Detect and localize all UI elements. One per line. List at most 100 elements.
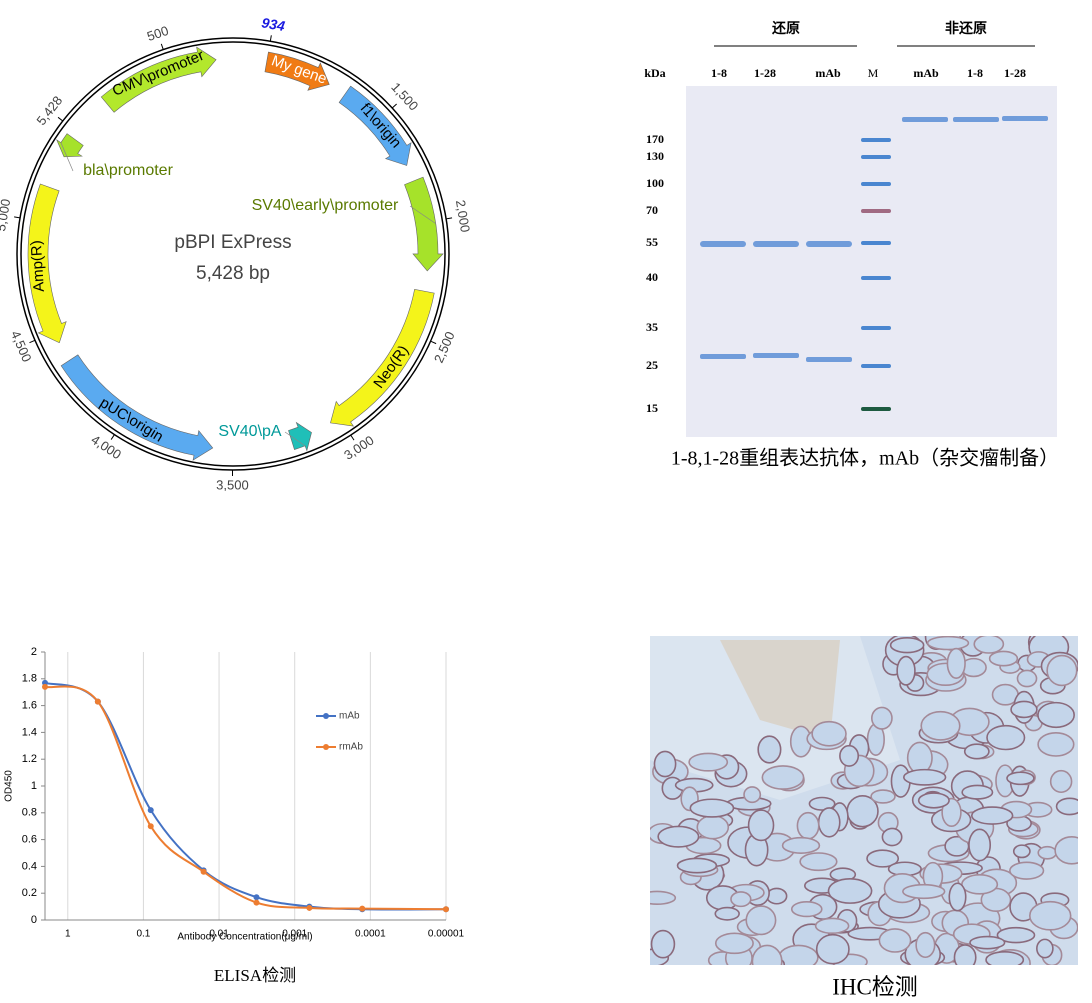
- plasmid-ring: [16, 37, 450, 471]
- plasmid-tick-label: 5,000: [0, 198, 13, 233]
- ihc-cell: [1037, 731, 1075, 757]
- plasmid-tick-label: 4,500: [8, 328, 35, 364]
- gel-image: [686, 86, 1057, 437]
- lane-label: 1-8: [711, 66, 727, 80]
- y-tick-label: 1.2: [22, 753, 37, 765]
- ihc-cell: [696, 814, 730, 840]
- gel-group-label: 非还原: [945, 20, 987, 37]
- gel-bands: [700, 116, 1048, 362]
- ladder-label: 130: [646, 149, 664, 163]
- data-point: [306, 904, 313, 911]
- ihc-cell: [751, 944, 783, 965]
- ladder-band: [861, 364, 891, 368]
- plasmid-feature: [338, 85, 412, 166]
- gel-unit: kDa: [644, 66, 665, 80]
- ihc-cell: [1054, 836, 1078, 865]
- ladder-band: [861, 326, 891, 330]
- data-point: [253, 899, 260, 906]
- ihc-cell: [902, 883, 946, 900]
- legend-marker: [323, 713, 329, 719]
- plasmid-tick: [391, 103, 397, 109]
- ihc-cell: [917, 792, 950, 809]
- legend-marker: [323, 744, 329, 750]
- ihc-cell: [1028, 900, 1072, 931]
- ihc-cell: [761, 765, 805, 790]
- feature-label: f1\origin: [357, 100, 405, 151]
- plasmid-tick: [430, 340, 437, 345]
- ihc-cell: [745, 905, 777, 936]
- plasmid-tick: [14, 216, 21, 219]
- plasmid-tick-label: 934: [260, 14, 286, 34]
- series-line: [44, 681, 447, 911]
- x-tick-label: 1: [65, 929, 71, 940]
- ihc-cell: [961, 784, 994, 800]
- feature-label: Amp(R): [28, 240, 48, 293]
- ihc-cell: [790, 900, 823, 918]
- gel-group-label: 还原: [771, 20, 800, 37]
- plasmid-ring: [20, 41, 446, 467]
- plasmid-tick-label: 2,000: [453, 199, 473, 234]
- plasmid-tick: [29, 339, 36, 344]
- legend-label: mAb: [339, 711, 360, 722]
- ihc-cell: [878, 928, 912, 953]
- ladder-label: 15: [646, 401, 658, 415]
- ihc-cell: [902, 768, 947, 786]
- data-point: [200, 868, 207, 875]
- ihc-cell: [1016, 669, 1038, 688]
- ladder-label: 170: [646, 132, 664, 146]
- ihc-cell: [676, 857, 718, 874]
- ihc-cell: [796, 811, 820, 840]
- plasmid-feature: [100, 46, 217, 113]
- y-tick-label: 2: [31, 646, 37, 658]
- chart-caption: ELISA检测: [214, 966, 296, 985]
- ihc-cell: [714, 906, 740, 921]
- y-tick-label: 0: [31, 914, 37, 926]
- feature-label: SV40\early\promoter: [252, 197, 399, 214]
- lane-label: mAb: [913, 66, 939, 80]
- ihc-cell: [650, 929, 676, 959]
- plasmid-tick: [57, 116, 64, 122]
- y-tick-label: 0.2: [22, 887, 37, 899]
- data-point: [443, 906, 449, 913]
- ihc-cell: [973, 636, 1005, 654]
- plasmid-tick: [446, 217, 453, 220]
- ladder-label: 100: [646, 176, 664, 190]
- ihc-cell: [968, 828, 992, 862]
- ihc-cell: [963, 743, 990, 760]
- plasmid-feature: [264, 51, 330, 91]
- ihc-cell: [941, 797, 962, 827]
- ihc-cell: [986, 724, 1026, 751]
- y-tick-label: 0.4: [22, 860, 37, 872]
- label-leader: [409, 205, 436, 224]
- feature-label: bla\promoter: [83, 162, 173, 179]
- ladder-label: 25: [646, 358, 658, 372]
- data-point: [147, 823, 154, 830]
- y-tick-label: 1: [31, 780, 37, 792]
- x-tick-label: 0.0001: [355, 929, 386, 940]
- lane-label: 1-8: [967, 66, 983, 80]
- ihc-image: [650, 636, 1078, 965]
- ihc-cell: [996, 926, 1036, 944]
- ihc-cell: [889, 637, 925, 654]
- ihc-cell: [1037, 845, 1058, 860]
- plasmid-tick-label: 500: [145, 23, 170, 44]
- ladder-label: 40: [646, 270, 658, 284]
- series-line: [44, 685, 447, 911]
- plasmid-tick: [269, 35, 272, 42]
- ihc-cell: [961, 874, 999, 895]
- ihc-cell: [714, 932, 754, 955]
- data-point: [147, 807, 154, 814]
- ihc-cell: [970, 806, 1014, 825]
- ihc-cell: [906, 741, 933, 775]
- plasmid-tick-label: 5,428: [33, 93, 65, 128]
- ihc-cell: [730, 891, 752, 908]
- ihc-cell: [814, 917, 850, 935]
- ihc-cell: [653, 750, 677, 778]
- plasmid-tick: [350, 434, 355, 441]
- x-tick-label: 0.001: [282, 929, 307, 940]
- ihc-cell: [689, 798, 735, 818]
- ihc-cell: [926, 636, 970, 651]
- ladder-band: [861, 182, 891, 186]
